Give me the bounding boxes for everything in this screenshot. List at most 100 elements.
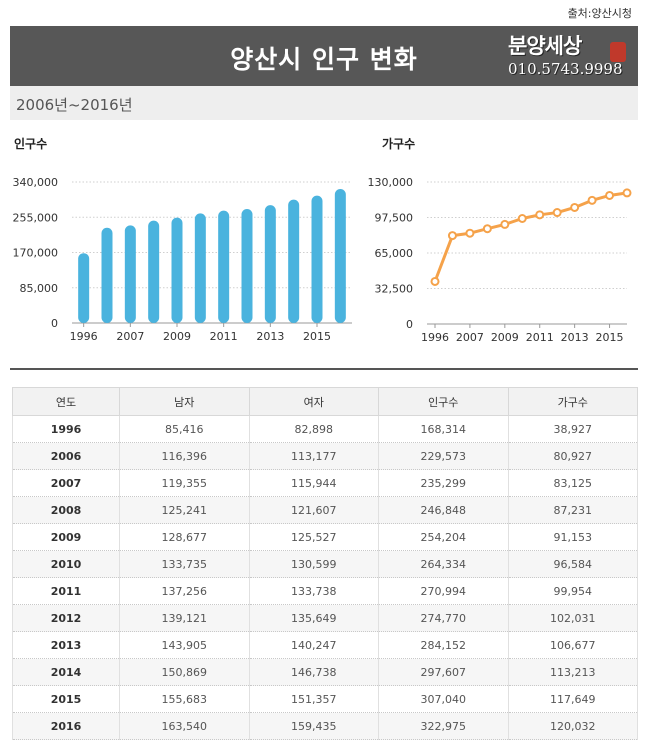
y-tick-label: 0	[51, 317, 58, 330]
table-cell: 135,649	[248, 604, 379, 632]
x-tick-label: 2015	[596, 331, 624, 344]
table-cell: 264,334	[378, 550, 509, 578]
table-cell: 297,607	[378, 658, 509, 686]
table-year-cell: 2013	[12, 631, 120, 659]
table-cell: 140,247	[248, 631, 379, 659]
y-tick-label: 65,000	[375, 247, 414, 260]
table-cell: 83,125	[507, 469, 638, 497]
x-tick-label: 2007	[456, 331, 484, 344]
table-cell: 91,153	[507, 523, 638, 551]
table-year-cell: 2006	[12, 442, 120, 470]
x-tick-label: 2009	[163, 330, 191, 343]
table-cell: 102,031	[507, 604, 638, 632]
table-cell: 87,231	[507, 496, 638, 524]
table-row: 2009 128,677 125,527 254,204 91,153	[12, 523, 638, 551]
households-point	[447, 231, 457, 241]
population-bar	[101, 227, 113, 323]
households-line	[433, 191, 628, 283]
table-cell: 137,256	[119, 577, 250, 605]
table-body: 1996 85,416 82,898 168,314 38,927 2006 116,396…	[12, 415, 638, 740]
households-point	[587, 195, 597, 205]
table-cell: 96,584	[507, 550, 638, 578]
households-point	[517, 214, 527, 224]
table-cell: 116,396	[119, 442, 250, 470]
households-line-chart: 130,000 97,500 65,000 32,500 0 1996 2007 2009 20…	[368, 176, 632, 344]
watermark-logo: 분양세상 010.5743.9998	[508, 30, 626, 82]
population-bar	[148, 220, 160, 323]
table-year-cell: 2011	[12, 577, 120, 605]
table-row: 2015 155,683 151,357 307,040 117,649	[12, 685, 638, 713]
watermark-phone: 010.5743.9998	[508, 60, 623, 78]
table-year-cell: 2012	[12, 604, 120, 632]
households-point	[535, 210, 545, 220]
table-cell: 106,677	[507, 631, 638, 659]
x-tick-label: 2013	[256, 330, 284, 343]
households-point	[570, 202, 580, 212]
x-tick-label: 1996	[421, 331, 449, 344]
table-year-cell: 1996	[12, 415, 120, 443]
table-cell: 151,357	[248, 685, 379, 713]
x-tick-label: 2011	[210, 330, 238, 343]
table-cell: 119,355	[119, 469, 250, 497]
table-cell: 113,177	[248, 442, 379, 470]
table-cell: 85,416	[119, 415, 250, 443]
table-header-row: 연도 남자 여자 인구수 가구수	[12, 387, 638, 416]
table-cell: 270,994	[378, 577, 509, 605]
y-tick-label: 255,000	[13, 211, 59, 224]
table-cell: 117,649	[507, 685, 638, 713]
seal-icon	[610, 42, 626, 62]
population-bar	[218, 210, 230, 323]
table-row: 2016 163,540 159,435 322,975 120,032	[12, 712, 638, 740]
table-year-cell: 2007	[12, 469, 120, 497]
households-point	[482, 224, 492, 234]
table-cell: 133,735	[119, 550, 250, 578]
population-bar	[124, 225, 136, 323]
table-row: 2011 137,256 133,738 270,994 99,954	[12, 577, 638, 605]
table-cell: 229,573	[378, 442, 509, 470]
table-row: 2006 116,396 113,177 229,573 80,927	[12, 442, 638, 470]
table-cell: 322,975	[378, 712, 509, 740]
table-cell: 125,527	[248, 523, 379, 551]
table-row: 2007 119,355 115,944 235,299 83,125	[12, 469, 638, 497]
table-cell: 274,770	[378, 604, 509, 632]
y-tick-label: 340,000	[13, 176, 59, 189]
population-bar	[334, 189, 346, 323]
households-point	[622, 188, 632, 198]
households-point	[552, 208, 562, 218]
table-header-cell: 남자	[119, 387, 250, 416]
table-header-cell: 연도	[12, 387, 120, 416]
table-cell: 143,905	[119, 631, 250, 659]
y-tick-label: 130,000	[368, 176, 414, 189]
watermark-brand: 분양세상	[508, 33, 582, 58]
table-row: 1996 85,416 82,898 168,314 38,927	[12, 415, 638, 443]
table-row: 2012 139,121 135,649 274,770 102,031	[12, 604, 638, 632]
x-tick-label: 2011	[526, 331, 554, 344]
table-cell: 284,152	[378, 631, 509, 659]
section-divider	[10, 368, 638, 370]
table-cell: 163,540	[119, 712, 250, 740]
y-tick-label: 32,500	[375, 283, 414, 296]
population-bar	[264, 205, 276, 323]
table-cell: 235,299	[378, 469, 509, 497]
table-cell: 120,032	[507, 712, 638, 740]
period-label: 2006년~2016년	[16, 96, 133, 114]
x-tick-label: 2015	[303, 330, 331, 343]
table-header-cell: 인구수	[378, 387, 509, 416]
y-tick-label: 97,500	[375, 212, 414, 225]
households-point	[500, 219, 510, 229]
source-label: 출처:양산시청	[567, 7, 632, 20]
table-cell: 38,927	[507, 415, 638, 443]
table-year-cell: 2016	[12, 712, 120, 740]
population-table: 연도 남자 여자 인구수 가구수 1996 85,416 82,898 168,314 38,9…	[12, 387, 638, 740]
table-cell: 121,607	[248, 496, 379, 524]
x-tick-label: 2007	[116, 330, 144, 343]
table-cell: 146,738	[248, 658, 379, 686]
population-bar	[194, 213, 206, 323]
period-bar: 2006년~2016년	[10, 86, 638, 120]
table-cell: 246,848	[378, 496, 509, 524]
population-bar-chart: 340,000 255,000 170,000 85,000 0 1996 2007 2009…	[13, 176, 352, 343]
table-cell: 99,954	[507, 577, 638, 605]
table-year-cell: 2015	[12, 685, 120, 713]
table-header-cell: 가구수	[507, 387, 638, 416]
table-cell: 150,869	[119, 658, 250, 686]
